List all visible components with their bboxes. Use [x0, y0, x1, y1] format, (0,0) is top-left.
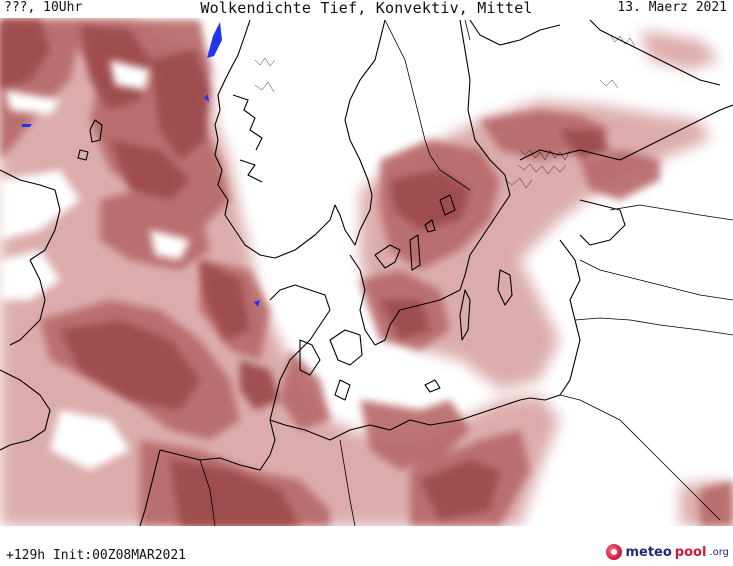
- forecast-date: 13. Maerz 2021: [617, 0, 727, 15]
- archipelago-texture: [254, 34, 636, 189]
- clear-sky-gaps: [0, 60, 190, 470]
- cloud-density-map: [0, 19, 733, 526]
- map-header: ???, 10Uhr Wolkendichte Tief, Konvektiv,…: [0, 0, 733, 18]
- meteopool-logo-icon: [606, 544, 623, 560]
- map-footer: +129h Init:00Z08MAR2021 meteo pool .org: [0, 530, 733, 566]
- forecast-init: +129h Init:00Z08MAR2021: [6, 548, 187, 563]
- cloud-layer-dark: [0, 20, 610, 526]
- meteopool-brand[interactable]: meteo pool .org: [606, 544, 729, 560]
- brand-meteo: meteo: [625, 544, 672, 560]
- location-label: ???, 10Uhr: [4, 0, 83, 15]
- weather-map: [0, 18, 733, 526]
- brand-pool: pool: [674, 544, 707, 560]
- coastlines: [0, 19, 733, 526]
- map-title: Wolkendichte Tief, Konvektiv, Mittel: [200, 0, 533, 17]
- country-borders: [199, 19, 733, 526]
- high-density-spots: [22, 22, 260, 307]
- brand-org: .org: [709, 546, 729, 558]
